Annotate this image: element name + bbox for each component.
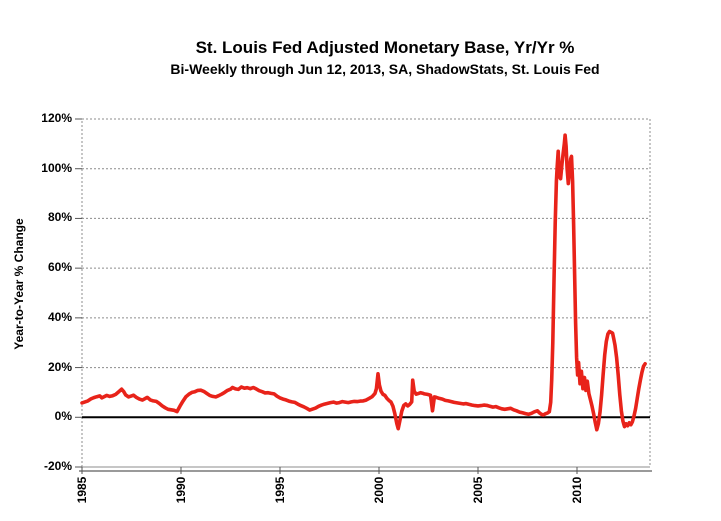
- y-tick-label: -20%: [43, 459, 72, 473]
- y-tick-label: 60%: [47, 260, 72, 275]
- chart-title: St. Louis Fed Adjusted Monetary Base, Yr…: [195, 38, 575, 57]
- plot-frame: [81, 118, 651, 468]
- y-tick-label: 100%: [41, 160, 72, 175]
- x-tick-label: 1990: [174, 476, 188, 504]
- chart-subtitle: Bi-Weekly through Jun 12, 2013, SA, Shad…: [170, 61, 600, 77]
- x-tick-label: 2005: [471, 476, 485, 504]
- y-tick-label: 0%: [54, 409, 72, 424]
- y-tick-label: 40%: [47, 309, 72, 324]
- y-tick-label: 20%: [47, 359, 72, 374]
- x-tick-label: 1995: [273, 476, 287, 504]
- data-line: [80, 133, 647, 432]
- x-tick-label: 2010: [570, 476, 584, 504]
- x-tick-label: 2000: [372, 476, 386, 504]
- y-tick-label: 80%: [47, 210, 72, 225]
- x-tick-label: 1985: [75, 476, 89, 504]
- y-tick-label: 120%: [41, 111, 72, 125]
